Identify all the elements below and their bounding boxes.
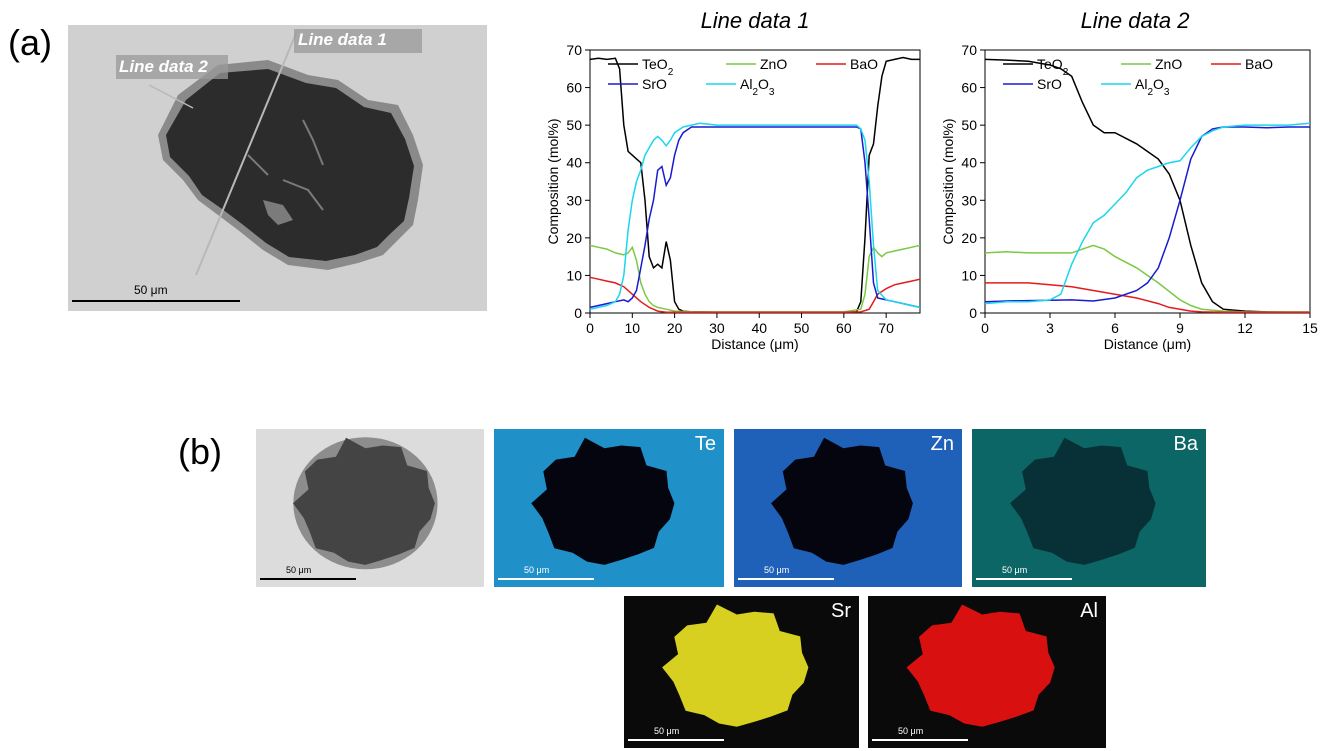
- element-map-al: 50 μm Al: [868, 596, 1106, 748]
- y-tick-label: 20: [961, 230, 977, 246]
- x-tick-label: 70: [878, 320, 894, 336]
- x-tick-label: 12: [1237, 320, 1253, 336]
- y-tick-label: 20: [566, 230, 582, 246]
- series-line-sro: [984, 126, 1310, 303]
- series-line-al2o3: [589, 122, 921, 310]
- map-element-label: Zn: [930, 433, 954, 455]
- legend-label: ZnO: [1155, 56, 1182, 72]
- sem-image-a: Line data 1 Line data 2 50 μm: [68, 25, 487, 311]
- map-scale-label: 50 μm: [1002, 565, 1028, 575]
- legend-label: Al2O3: [740, 76, 775, 98]
- series-line-zno: [589, 244, 921, 313]
- element-map-ba: 50 μm Ba: [972, 429, 1206, 587]
- x-tick-label: 15: [1302, 320, 1318, 336]
- y-axis-label: Composition (mol%): [940, 118, 956, 244]
- x-tick-label: 6: [1111, 320, 1119, 336]
- element-map-sr: 50 μm Sr: [624, 596, 859, 748]
- x-tick-label: 0: [586, 320, 594, 336]
- y-tick-label: 60: [566, 80, 582, 96]
- map-scale-label: 50 μm: [524, 565, 550, 575]
- y-tick-label: 0: [969, 305, 977, 321]
- element-map-te: 50 μm Te: [494, 429, 724, 587]
- series-line-bao: [589, 276, 921, 313]
- series-line-teo2: [589, 56, 920, 313]
- x-tick-label: 40: [751, 320, 767, 336]
- map-scale-label: 50 μm: [764, 565, 790, 575]
- legend-label: BaO: [1245, 56, 1273, 72]
- plot-frame: [589, 49, 921, 314]
- y-tick-label: 50: [961, 117, 977, 133]
- x-tick-label: 0: [981, 320, 989, 336]
- y-tick-label: 70: [961, 42, 977, 58]
- x-tick-label: 9: [1176, 320, 1184, 336]
- y-tick-label: 40: [961, 155, 977, 171]
- legend-label: BaO: [850, 56, 878, 72]
- map-scale-label: 50 μm: [898, 726, 924, 736]
- chart2-title: Line data 2: [1080, 8, 1190, 33]
- map-scale-label: 50 μm: [654, 726, 680, 736]
- element-map-zn: 50 μm Zn: [734, 429, 962, 587]
- y-tick-label: 40: [566, 155, 582, 171]
- map-element-label: Te: [694, 433, 716, 455]
- map-scale-label: 50 μm: [286, 565, 312, 575]
- legend-label: TeO2: [642, 56, 674, 78]
- map-element-label: Sr: [831, 600, 851, 622]
- series-line-teo2: [984, 58, 1310, 313]
- map-element-label: Ba: [1173, 433, 1198, 455]
- y-tick-label: 10: [961, 267, 977, 283]
- scale-bar-label: 50 μm: [134, 283, 168, 297]
- line-chart-2: 0 10 20 30 40 50 60 70 0 3 6 9 12 15 Distance (μm) Comp…: [940, 42, 1318, 352]
- plot-frame: [984, 49, 1311, 314]
- y-tick-label: 50: [566, 117, 582, 133]
- series-line-sro: [589, 126, 921, 309]
- legend-label: TeO2: [1037, 56, 1069, 78]
- y-tick-label: 60: [961, 80, 977, 96]
- x-tick-label: 10: [625, 320, 641, 336]
- x-axis-label: Distance (μm): [711, 336, 798, 352]
- panel-b-label: (b): [178, 431, 222, 472]
- x-tick-label: 50: [794, 320, 810, 336]
- x-tick-label: 60: [836, 320, 852, 336]
- y-tick-label: 30: [961, 192, 977, 208]
- chart1-title: Line data 1: [700, 8, 810, 33]
- series-line-bao: [985, 282, 1310, 313]
- y-tick-label: 10: [566, 267, 582, 283]
- line-chart-1: 0 10 20 30 40 50 60 70 0 10 20 30 40 50 60 70 Distance (…: [545, 42, 921, 352]
- sem-image-b: 50 μm: [256, 429, 484, 587]
- legend-label: ZnO: [760, 56, 787, 72]
- x-tick-label: 20: [667, 320, 683, 336]
- x-tick-label: 30: [709, 320, 725, 336]
- y-tick-label: 0: [574, 305, 582, 321]
- map-element-label: Al: [1080, 600, 1098, 622]
- y-axis-label: Composition (mol%): [545, 118, 561, 244]
- legend-label: SrO: [1037, 76, 1062, 92]
- y-tick-label: 30: [566, 192, 582, 208]
- legend-label: Al2O3: [1135, 76, 1170, 98]
- legend-label: SrO: [642, 76, 667, 92]
- line-data-1-label: Line data 1: [298, 30, 387, 49]
- y-tick-label: 70: [566, 42, 582, 58]
- x-tick-label: 3: [1046, 320, 1054, 336]
- series-line-al2o3: [984, 122, 1311, 305]
- x-axis-label: Distance (μm): [1104, 336, 1191, 352]
- panel-a-label: (a): [8, 22, 52, 63]
- line-data-2-label: Line data 2: [119, 57, 208, 76]
